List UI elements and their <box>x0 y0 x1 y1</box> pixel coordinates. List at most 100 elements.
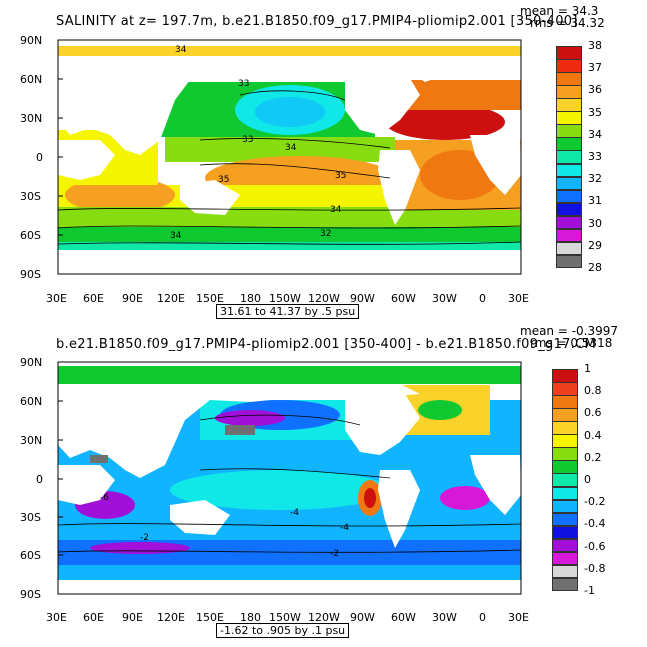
contour-label: 34 <box>330 205 342 215</box>
n-atl-red <box>385 104 505 140</box>
lat-label: 60N <box>20 73 43 86</box>
lon-label: 150E <box>196 611 224 624</box>
colorbar-label: 31 <box>588 194 602 208</box>
colorbar-swatch <box>556 254 582 269</box>
contour-label: 32 <box>320 229 331 239</box>
contour-label: 34 <box>170 231 182 241</box>
lon-label: 120W <box>308 611 340 624</box>
colorbar-swatch <box>552 499 578 514</box>
lon-label: 30E <box>508 292 529 305</box>
npac-inner <box>255 97 325 127</box>
so-teal <box>58 242 521 250</box>
land-australia <box>180 180 240 215</box>
panel2-colorbar: 1 0.8 0.6 0.4 0.2 0 -0.2 -0.4 -0.6 -0.8 -1 <box>552 362 616 597</box>
lon-label: 60W <box>391 292 416 305</box>
land-africa <box>58 140 115 180</box>
lat-label: 0 <box>36 473 43 486</box>
colorbar-swatch <box>552 512 578 527</box>
colorbar-swatch <box>552 551 578 566</box>
lat-label: 0 <box>36 151 43 164</box>
land-samerica <box>378 470 420 548</box>
lat-label: 30N <box>20 434 43 447</box>
panel2-title: b.e21.B1850.f09_g17.PMIP4-pliomip2.001 [… <box>56 337 597 352</box>
so-violet <box>90 542 190 554</box>
land-greenland <box>405 60 445 82</box>
contour-label: 33 <box>242 135 253 145</box>
land-samerica <box>378 150 420 225</box>
colorbar-label: -0.2 <box>584 495 606 509</box>
eq-cyan <box>170 470 390 510</box>
colorbar-label: 0.4 <box>584 428 602 442</box>
lon-label: 0 <box>479 292 486 305</box>
colorbar-swatch <box>552 473 578 488</box>
lon-label: 30W <box>432 611 457 624</box>
colorbar-label: 37 <box>588 61 602 75</box>
colorbar-swatch <box>552 538 578 553</box>
colorbar-swatch <box>552 408 578 422</box>
so-white <box>58 252 521 274</box>
contour-label: -2 <box>330 549 339 559</box>
land-africa2 <box>470 135 521 195</box>
panel1-contour-info: 31.61 to 41.37 by .5 psu <box>216 304 360 319</box>
lon-label: 150W <box>269 611 301 624</box>
land-africa <box>58 465 115 505</box>
contour-label: -6 <box>100 493 109 503</box>
contour-label: -2 <box>140 533 149 543</box>
lat-label: 90S <box>20 588 41 601</box>
lon-label: 120W <box>308 292 340 305</box>
lon-label: 180 <box>240 611 261 624</box>
lon-label: 60W <box>391 611 416 624</box>
colorbar-label: 36 <box>588 83 602 97</box>
lat-label: 90S <box>20 268 41 281</box>
panel2-mean: mean = -0.3997 <box>520 324 619 338</box>
peru-red <box>364 488 376 508</box>
colorbar-swatch <box>552 577 578 592</box>
lat-label: 60S <box>20 229 41 242</box>
colorbar-swatch <box>552 382 578 396</box>
land-namerica <box>345 62 420 135</box>
colorbar-label: 34 <box>588 127 602 141</box>
colorbar-label: -1 <box>584 584 595 597</box>
colorbar-label: 30 <box>588 216 602 230</box>
panel1-rms: rms = 34.32 <box>530 16 605 30</box>
land-namerica <box>345 386 420 455</box>
lon-label: 30W <box>432 292 457 305</box>
colorbar-label: 33 <box>588 150 602 163</box>
lon-label: 60E <box>83 611 104 624</box>
panel1-colorbar: 38 37 36 35 34 33 32 31 30 29 28 <box>556 39 616 274</box>
colorbar-swatch <box>552 460 578 474</box>
land-eurasia <box>58 58 420 155</box>
gray-patch <box>225 425 255 435</box>
lat-label: 30S <box>20 190 41 203</box>
colorbar-label: 28 <box>588 261 602 274</box>
s-band-green <box>58 207 521 227</box>
contour-label: 35 <box>218 175 229 185</box>
lat-label: 30S <box>20 511 41 524</box>
colorbar-label: 38 <box>588 39 602 52</box>
contour-label: 33 <box>238 79 249 89</box>
panel2-rms: rms = 0.5318 <box>530 336 613 350</box>
colorbar-swatch <box>552 486 578 501</box>
contour-label: 34 <box>175 45 187 55</box>
lon-label: 90E <box>122 292 143 305</box>
lon-label: 90W <box>350 611 375 624</box>
contour-label: 34 <box>285 143 297 153</box>
lon-label: 120E <box>157 611 185 624</box>
lon-label: 30E <box>46 611 67 624</box>
colorbar-swatch <box>552 525 578 540</box>
lat-label: 90N <box>20 34 43 47</box>
colorbar-swatch <box>552 564 578 579</box>
indian-orange <box>65 177 175 213</box>
so-green <box>58 227 521 242</box>
lat-label: 30N <box>20 112 43 125</box>
lat-label: 90N <box>20 356 43 369</box>
lon-label: 30E <box>46 292 67 305</box>
colorbar-swatch <box>552 369 578 383</box>
kuroshio <box>215 410 285 426</box>
panel2-contour-info: -1.62 to .905 by .1 psu <box>216 623 350 638</box>
colorbar-swatch <box>552 434 578 448</box>
colorbar-swatch <box>552 395 578 409</box>
colorbar-swatch <box>552 421 578 435</box>
